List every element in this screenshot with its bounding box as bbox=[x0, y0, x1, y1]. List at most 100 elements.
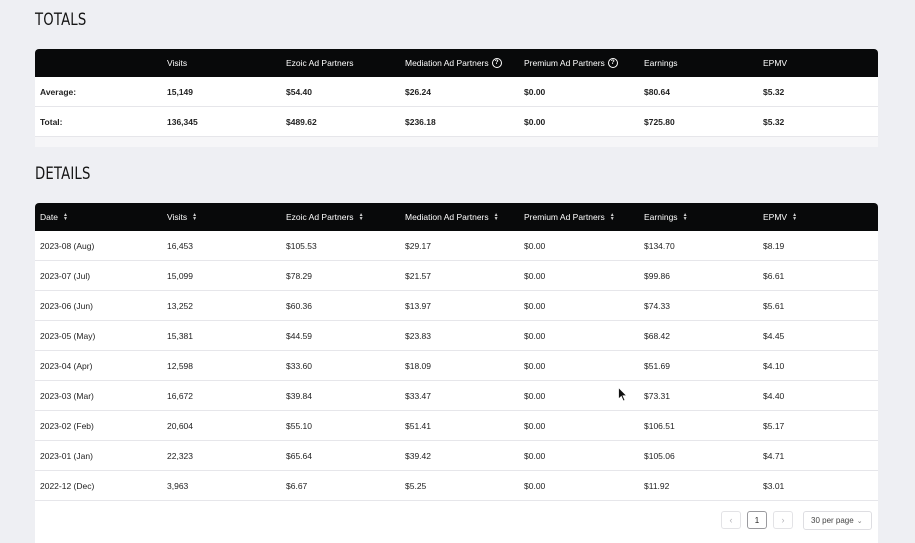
details-cell-earnings: $74.33 bbox=[644, 300, 670, 311]
totals-cell-ezoic: $489.62 bbox=[286, 116, 317, 127]
totals-row: Total: 136,345 $489.62 $236.18 $0.00 $725.80 $… bbox=[35, 107, 878, 137]
totals-cell-label: Total: bbox=[40, 116, 63, 127]
details-cell-epmv: $8.19 bbox=[763, 240, 785, 251]
details-cell-epmv: $4.10 bbox=[763, 360, 785, 371]
totals-header-ezoic: Ezoic Ad Partners bbox=[286, 58, 354, 68]
sort-icon[interactable]: ▲ ▼ bbox=[682, 212, 688, 222]
details-table: Date ▲ ▼ Visits ▲ ▼ Ezoic Ad Partners ▲ ▼ Medi… bbox=[35, 203, 878, 511]
help-icon[interactable]: ? bbox=[491, 58, 502, 68]
totals-header-mediation: Mediation Ad Partners ? bbox=[400, 58, 519, 68]
details-cell-label: 2023-01 (Jan) bbox=[40, 450, 93, 461]
details-cell-epmv: $6.61 bbox=[763, 270, 785, 281]
details-row: 2023-07 (Jul) 15,099 $78.29 $21.57 $0.00 $99.… bbox=[35, 261, 878, 291]
details-body: 2023-08 (Aug) 16,453 $105.53 $29.17 $0.00 $13… bbox=[35, 231, 878, 501]
per-page-select[interactable]: 30 per page ⌄ bbox=[803, 511, 872, 530]
details-cell-premium: $0.00 bbox=[524, 450, 546, 461]
details-cell-epmv: $5.61 bbox=[763, 300, 785, 311]
details-cell-label: 2023-03 (Mar) bbox=[40, 390, 94, 401]
details-cell-mediation: $5.25 bbox=[405, 480, 427, 491]
details-header-date-label: Date bbox=[40, 212, 58, 222]
details-header-epmv[interactable]: EPMV ▲ ▼ bbox=[758, 212, 878, 222]
details-header-visits-label: Visits bbox=[167, 212, 188, 222]
totals-cell-epmv: $5.32 bbox=[763, 86, 785, 97]
details-cell-earnings: $106.51 bbox=[644, 420, 675, 431]
totals-cell-premium: $0.00 bbox=[524, 86, 546, 97]
details-cell-epmv: $5.17 bbox=[763, 420, 785, 431]
details-row: 2022-12 (Dec) 3,963 $6.67 $5.25 $0.00 $11.92 $… bbox=[35, 471, 878, 501]
details-cell-epmv: $3.01 bbox=[763, 480, 785, 491]
totals-cell-ezoic: $54.40 bbox=[286, 86, 312, 97]
details-cell-premium: $0.00 bbox=[524, 300, 546, 311]
details-cell-mediation: $21.57 bbox=[405, 270, 431, 281]
details-header-premium-label: Premium Ad Partners bbox=[524, 212, 605, 222]
details-row: 2023-03 (Mar) 16,672 $39.84 $33.47 $0.00 $73.… bbox=[35, 381, 878, 411]
details-cell-earnings: $105.06 bbox=[644, 450, 675, 461]
details-header-ezoic-label: Ezoic Ad Partners bbox=[286, 212, 354, 222]
details-cell-earnings: $134.70 bbox=[644, 240, 675, 251]
details-header-premium[interactable]: Premium Ad Partners ▲ ▼ bbox=[519, 212, 639, 222]
details-header-ezoic[interactable]: Ezoic Ad Partners ▲ ▼ bbox=[281, 212, 400, 222]
details-cell-ezoic: $33.60 bbox=[286, 360, 312, 371]
page-1-button[interactable]: 1 bbox=[747, 511, 767, 529]
details-cell-visits: 13,252 bbox=[167, 300, 193, 311]
details-row: 2023-06 (Jun) 13,252 $60.36 $13.97 $0.00 $74.… bbox=[35, 291, 878, 321]
chevron-down-icon: ⌄ bbox=[856, 517, 863, 525]
totals-footer bbox=[35, 137, 878, 147]
totals-cell-visits: 136,345 bbox=[167, 116, 198, 127]
details-cell-ezoic: $65.64 bbox=[286, 450, 312, 461]
sort-icon[interactable]: ▲ ▼ bbox=[62, 212, 68, 222]
sort-icon[interactable]: ▲ ▼ bbox=[192, 212, 198, 222]
details-header-row: Date ▲ ▼ Visits ▲ ▼ Ezoic Ad Partners ▲ ▼ Medi… bbox=[35, 203, 878, 231]
details-header-date[interactable]: Date ▲ ▼ bbox=[35, 212, 162, 222]
details-cell-visits: 16,453 bbox=[167, 240, 193, 251]
details-row: 2023-04 (Apr) 12,598 $33.60 $18.09 $0.00 $51.… bbox=[35, 351, 878, 381]
details-cell-visits: 15,099 bbox=[167, 270, 193, 281]
details-cell-visits: 12,598 bbox=[167, 360, 193, 371]
details-cell-visits: 3,963 bbox=[167, 480, 189, 491]
totals-cell-label: Average: bbox=[40, 86, 77, 97]
mouse-pointer-icon bbox=[618, 387, 628, 402]
chevron-right-icon: › bbox=[781, 515, 785, 525]
totals-row: Average: 15,149 $54.40 $26.24 $0.00 $80.64 $5.… bbox=[35, 77, 878, 107]
details-cell-label: 2023-05 (May) bbox=[40, 330, 96, 341]
details-header-visits[interactable]: Visits ▲ ▼ bbox=[162, 212, 281, 222]
next-page-button[interactable]: › bbox=[773, 511, 793, 529]
details-title: DETAILS bbox=[35, 164, 91, 184]
details-header-mediation[interactable]: Mediation Ad Partners ▲ ▼ bbox=[400, 212, 519, 222]
details-header-mediation-label: Mediation Ad Partners bbox=[405, 212, 489, 222]
per-page-value: 30 per page bbox=[811, 516, 854, 525]
details-cell-ezoic: $39.84 bbox=[286, 390, 312, 401]
sort-icon[interactable]: ▲ ▼ bbox=[609, 212, 615, 222]
totals-header-premium-label: Premium Ad Partners bbox=[524, 58, 605, 68]
details-cell-earnings: $99.86 bbox=[644, 270, 670, 281]
totals-cell-earnings: $725.80 bbox=[644, 116, 675, 127]
prev-page-button[interactable]: ‹ bbox=[721, 511, 741, 529]
totals-header-row: Visits Ezoic Ad Partners Mediation Ad Pa… bbox=[35, 49, 878, 77]
details-cell-premium: $0.00 bbox=[524, 390, 546, 401]
details-cell-label: 2023-04 (Apr) bbox=[40, 360, 93, 371]
details-cell-epmv: $4.71 bbox=[763, 450, 785, 461]
totals-header-premium: Premium Ad Partners ? bbox=[519, 58, 639, 68]
details-cell-premium: $0.00 bbox=[524, 330, 546, 341]
chevron-left-icon: ‹ bbox=[729, 515, 733, 525]
details-cell-ezoic: $55.10 bbox=[286, 420, 312, 431]
totals-header-earnings: Earnings bbox=[644, 58, 678, 68]
sort-icon[interactable]: ▲ ▼ bbox=[493, 212, 499, 222]
details-cell-label: 2023-02 (Feb) bbox=[40, 420, 94, 431]
totals-cell-premium: $0.00 bbox=[524, 116, 546, 127]
details-cell-ezoic: $105.53 bbox=[286, 240, 317, 251]
details-cell-mediation: $39.42 bbox=[405, 450, 431, 461]
details-row: 2023-05 (May) 15,381 $44.59 $23.83 $0.00 $68.… bbox=[35, 321, 878, 351]
sort-icon[interactable]: ▲ ▼ bbox=[792, 212, 798, 222]
details-cell-ezoic: $6.67 bbox=[286, 480, 308, 491]
details-cell-premium: $0.00 bbox=[524, 240, 546, 251]
sort-icon[interactable]: ▲ ▼ bbox=[358, 212, 364, 222]
details-cell-label: 2023-07 (Jul) bbox=[40, 270, 91, 281]
details-cell-visits: 15,381 bbox=[167, 330, 193, 341]
help-icon[interactable]: ? bbox=[607, 58, 618, 68]
details-header-earnings[interactable]: Earnings ▲ ▼ bbox=[639, 212, 758, 222]
details-cell-premium: $0.00 bbox=[524, 420, 546, 431]
details-cell-label: 2023-06 (Jun) bbox=[40, 300, 93, 311]
details-row: 2023-01 (Jan) 22,323 $65.64 $39.42 $0.00 $105… bbox=[35, 441, 878, 471]
details-cell-mediation: $29.17 bbox=[405, 240, 431, 251]
